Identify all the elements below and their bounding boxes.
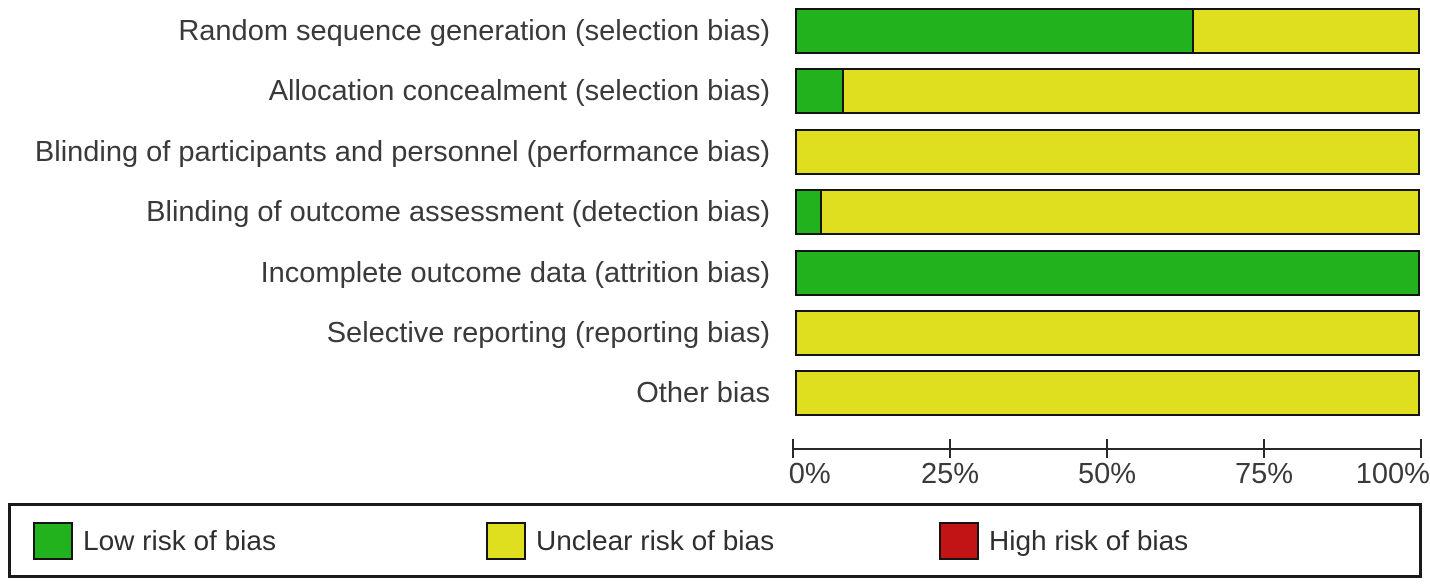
stacked-bar: [795, 370, 1420, 416]
bar-segment: [797, 312, 1418, 354]
bar-segment: [797, 372, 1418, 414]
stacked-bar: [795, 68, 1420, 114]
legend-label-low: Low risk of bias: [83, 524, 276, 556]
chart-row: Random sequence generation (selection bi…: [0, 8, 1430, 54]
axis-tick: [949, 439, 951, 458]
legend-item-unclear: Unclear risk of bias: [486, 506, 774, 575]
row-label: Blinding of outcome assessment (detectio…: [146, 196, 770, 228]
axis-tick: [792, 439, 794, 458]
low-risk-swatch: [33, 521, 73, 560]
axis-tick: [1263, 439, 1265, 458]
axis-tick: [1106, 439, 1108, 458]
row-label: Other bias: [636, 377, 770, 409]
bar-segment: [797, 252, 1418, 294]
axis-tick-label: 25%: [920, 458, 980, 490]
axis-tick-label: 50%: [1077, 458, 1137, 490]
bar-segment: [1194, 10, 1418, 52]
row-label: Blinding of participants and personnel (…: [34, 136, 770, 168]
bar-segment: [797, 131, 1418, 173]
axis-tick: [1420, 439, 1422, 458]
axis-tick-label: 100%: [1355, 458, 1430, 490]
high-risk-swatch: [939, 521, 979, 560]
row-label: Selective reporting (reporting bias): [326, 317, 770, 349]
chart-row: Blinding of outcome assessment (detectio…: [0, 189, 1430, 235]
row-label: Random sequence generation (selection bi…: [178, 15, 770, 47]
bar-segment: [797, 70, 844, 112]
axis-tick-label: 75%: [1234, 458, 1294, 490]
chart-row: Blinding of participants and personnel (…: [0, 129, 1430, 175]
unclear-risk-swatch: [486, 521, 526, 560]
legend-item-low: Low risk of bias: [33, 506, 276, 575]
chart-row: Selective reporting (reporting bias): [0, 310, 1430, 356]
chart-row: Allocation concealment (selection bias): [0, 68, 1430, 114]
legend: Low risk of bias Unclear risk of bias Hi…: [8, 503, 1422, 578]
row-label: Allocation concealment (selection bias): [268, 75, 770, 107]
legend-label-unclear: Unclear risk of bias: [536, 524, 775, 556]
bar-segment: [797, 10, 1195, 52]
legend-label-high: High risk of bias: [989, 524, 1189, 556]
bar-segment: [843, 70, 1418, 112]
stacked-bar: [795, 250, 1420, 296]
axis-tick-label: 0%: [788, 458, 831, 490]
chart-row: Incomplete outcome data (attrition bias): [0, 250, 1430, 296]
legend-item-high: High risk of bias: [939, 506, 1188, 575]
chart-row: Other bias: [0, 370, 1430, 416]
stacked-bar: [795, 189, 1420, 235]
row-label: Incomplete outcome data (attrition bias): [260, 257, 770, 289]
stacked-bar: [795, 8, 1420, 54]
bar-segment: [797, 191, 822, 233]
stacked-bar: [795, 310, 1420, 356]
bar-segment: [821, 191, 1418, 233]
stacked-bar: [795, 129, 1420, 175]
